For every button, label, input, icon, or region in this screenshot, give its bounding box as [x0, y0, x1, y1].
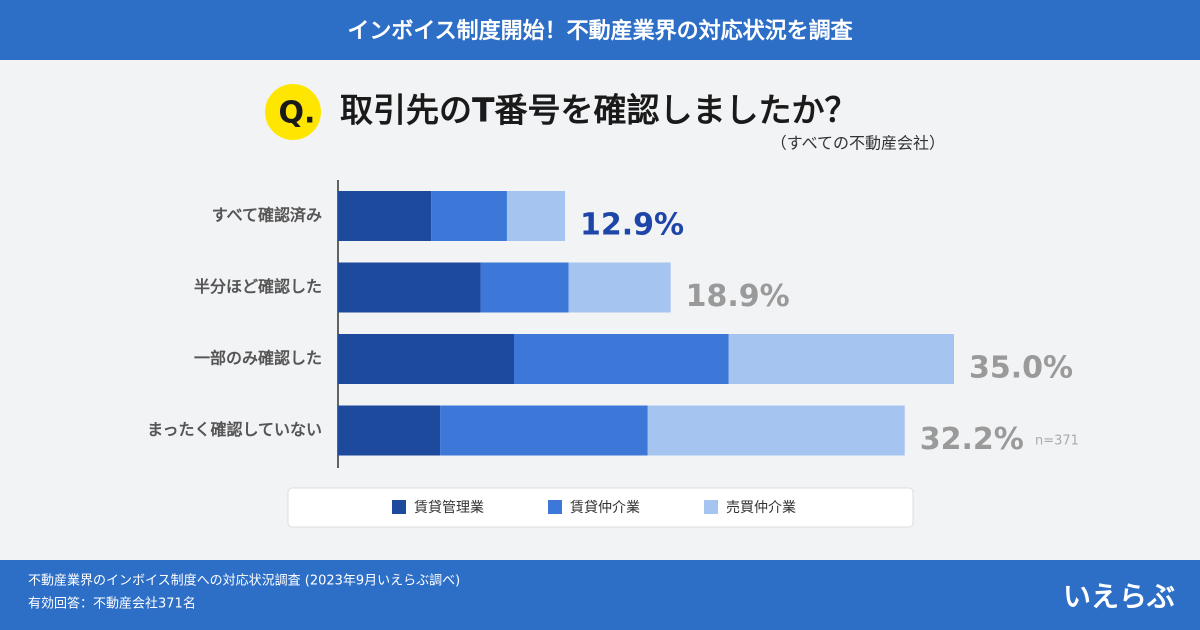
legend-label: 賃貸管理業 [414, 500, 484, 516]
bar-segment [431, 191, 507, 241]
bar-segment [440, 405, 648, 456]
value-label: 35.0% [969, 351, 1073, 386]
bar-segment [506, 191, 566, 241]
chart-title: 取引先のT番号を確認しましたか？ [340, 91, 858, 130]
footer-logo: いえらぶ [1063, 580, 1175, 613]
bar-segment [647, 405, 905, 456]
value-label: 12.9% [580, 208, 684, 243]
header-bar [0, 0, 1200, 60]
badge: Q. [279, 96, 316, 131]
bar-segment [568, 262, 671, 313]
bar-segment [338, 334, 514, 384]
value-label: 32.2% [920, 422, 1024, 457]
bar-segment [338, 191, 432, 241]
bar-segment [728, 334, 954, 384]
category-label: 半分ほど確認した [194, 277, 322, 296]
legend-label: 売買仲介業 [726, 500, 796, 516]
category-label: すべて確認済み [212, 206, 322, 225]
footer-line: 不動産業界のインボイス制度への対応状況調査 (2023年9月いえらぶ調べ) [28, 573, 460, 589]
note: n=371 [1035, 434, 1079, 449]
legend-box [287, 487, 914, 528]
chart-subtitle: （すべての不動産会社） [771, 134, 945, 153]
category-label: まったく確認していない [147, 420, 322, 439]
category-label: 一部のみ確認した [194, 349, 322, 368]
bar-segment [480, 262, 569, 313]
legend-label: 賃貸仲介業 [570, 500, 640, 516]
legend-swatch [548, 500, 562, 514]
bar-segment [338, 262, 481, 313]
badge-circle [265, 84, 321, 140]
value-label: 18.9% [686, 279, 790, 314]
legend-swatch [704, 500, 718, 514]
bar-segment [514, 334, 729, 384]
footer-line: 有効回答：不動産会社371名 [28, 596, 196, 612]
header-title: インボイス制度開始！不動産業界の対応状況を調査 [347, 18, 853, 44]
bar-segment [338, 405, 441, 456]
legend-swatch [392, 500, 406, 514]
footer-bar [0, 560, 1200, 630]
